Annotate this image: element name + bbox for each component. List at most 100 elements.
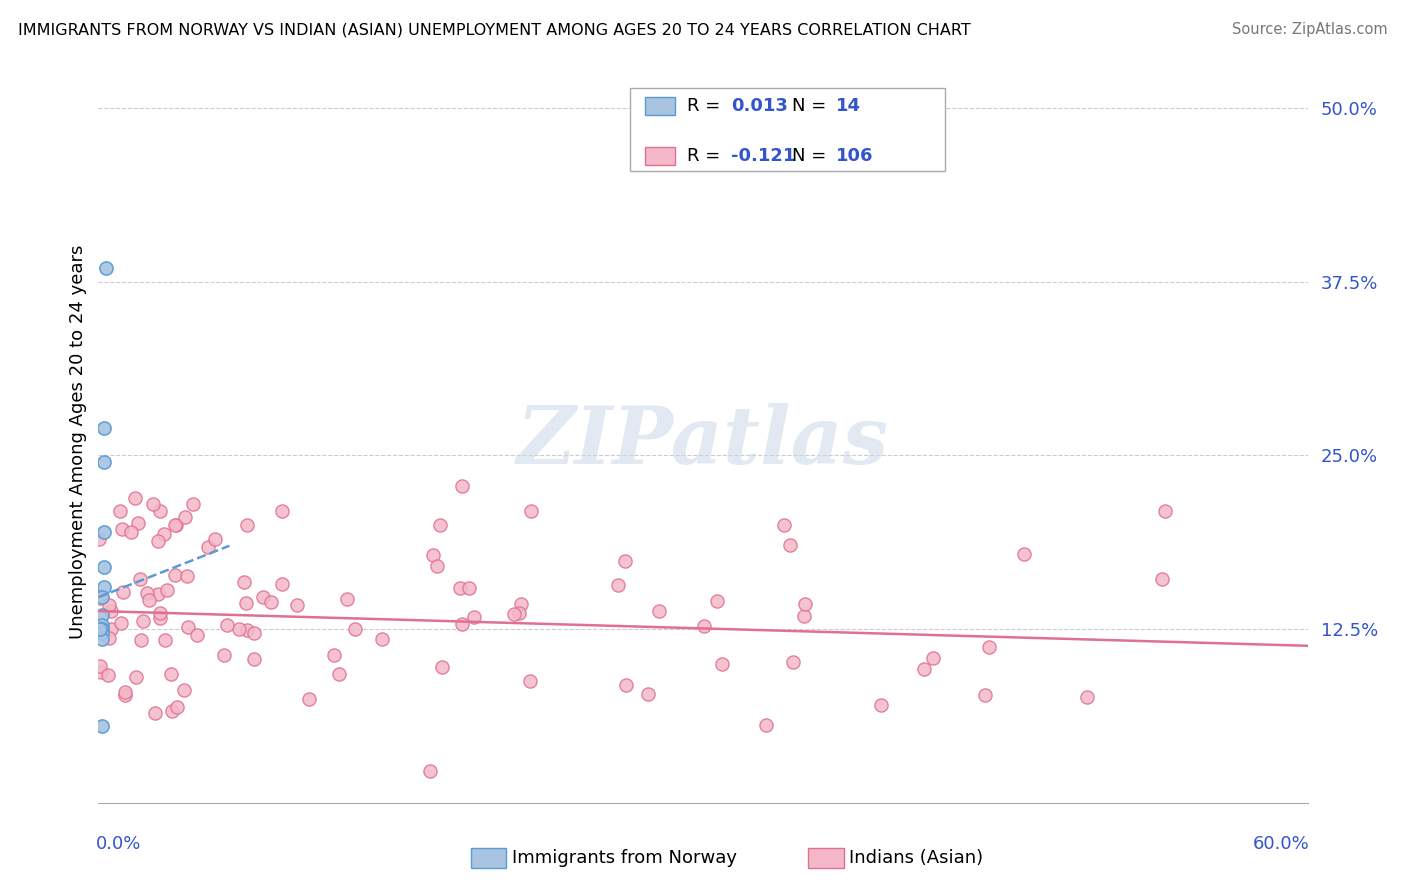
Point	[129, 572, 152, 586]
Point	[153, 633, 176, 648]
Point	[186, 628, 208, 642]
Point	[153, 526, 176, 541]
Point	[217, 618, 239, 632]
Point	[755, 718, 778, 732]
Point	[93, 581, 115, 595]
Point	[779, 538, 801, 552]
Point	[98, 631, 121, 645]
Point	[1152, 572, 1174, 586]
Point	[93, 420, 115, 434]
Point	[614, 554, 637, 568]
Point	[112, 585, 135, 599]
Point	[922, 650, 945, 665]
Point	[176, 568, 198, 582]
Text: R =: R =	[688, 147, 727, 165]
Point	[162, 704, 184, 718]
Point	[146, 587, 169, 601]
Point	[647, 604, 669, 618]
Point	[637, 687, 659, 701]
FancyBboxPatch shape	[630, 87, 945, 170]
Point	[285, 598, 308, 612]
Point	[328, 666, 350, 681]
Point	[870, 698, 893, 712]
Point	[146, 534, 169, 549]
Point	[794, 597, 817, 611]
Point	[131, 633, 153, 648]
Text: Indians (Asian): Indians (Asian)	[849, 849, 983, 867]
Point	[91, 590, 114, 604]
Point	[166, 700, 188, 714]
Point	[93, 559, 115, 574]
FancyBboxPatch shape	[645, 97, 675, 115]
Point	[132, 615, 155, 629]
Text: Immigrants from Norway: Immigrants from Norway	[512, 849, 737, 867]
Point	[252, 590, 274, 604]
Point	[138, 593, 160, 607]
Point	[87, 532, 110, 546]
Point	[323, 648, 346, 662]
Point	[508, 606, 530, 620]
Point	[449, 582, 471, 596]
Point	[111, 522, 134, 536]
Point	[614, 678, 637, 692]
Text: IMMIGRANTS FROM NORWAY VS INDIAN (ASIAN) UNEMPLOYMENT AMONG AGES 20 TO 24 YEARS : IMMIGRANTS FROM NORWAY VS INDIAN (ASIAN)…	[18, 22, 972, 37]
Point	[519, 674, 541, 689]
Point	[173, 510, 195, 524]
Point	[450, 616, 472, 631]
Point	[235, 624, 257, 638]
Point	[91, 608, 114, 623]
Point	[98, 598, 121, 612]
Point	[173, 682, 195, 697]
Point	[773, 517, 796, 532]
Point	[509, 597, 531, 611]
Point	[1076, 690, 1098, 705]
Point	[100, 604, 122, 618]
Point	[160, 667, 183, 681]
Point	[149, 606, 172, 620]
Point	[457, 581, 479, 595]
Point	[344, 622, 367, 636]
Point	[451, 479, 474, 493]
Point	[426, 558, 449, 573]
Point	[429, 517, 451, 532]
Point	[89, 658, 111, 673]
Point	[124, 491, 146, 506]
Text: N =: N =	[793, 147, 832, 165]
Point	[519, 504, 541, 518]
Point	[607, 578, 630, 592]
Point	[197, 540, 219, 554]
Point	[149, 504, 172, 518]
Point	[108, 504, 131, 518]
Point	[232, 574, 254, 589]
Point	[97, 667, 120, 681]
Text: ZIPatlas: ZIPatlas	[517, 403, 889, 480]
Point	[91, 719, 114, 733]
Point	[270, 504, 292, 518]
Point	[141, 497, 163, 511]
Point	[706, 594, 728, 608]
Text: 0.0%: 0.0%	[96, 835, 142, 854]
Point	[143, 706, 166, 721]
Point	[235, 596, 257, 610]
Point	[93, 524, 115, 539]
Point	[91, 632, 114, 646]
Point	[120, 524, 142, 539]
Text: N =: N =	[793, 97, 832, 115]
Point	[156, 583, 179, 598]
Point	[422, 548, 444, 562]
Text: 106: 106	[837, 147, 873, 165]
Point	[228, 622, 250, 636]
FancyBboxPatch shape	[645, 147, 675, 165]
Point	[236, 517, 259, 532]
Y-axis label: Unemployment Among Ages 20 to 24 years: Unemployment Among Ages 20 to 24 years	[69, 244, 87, 639]
Point	[782, 656, 804, 670]
Text: -0.121: -0.121	[731, 147, 796, 165]
Point	[912, 662, 935, 676]
Point	[100, 622, 122, 636]
Text: 60.0%: 60.0%	[1253, 835, 1310, 854]
Point	[177, 620, 200, 634]
Point	[149, 611, 172, 625]
Point	[96, 260, 118, 275]
Point	[91, 618, 114, 632]
Point	[711, 657, 734, 672]
